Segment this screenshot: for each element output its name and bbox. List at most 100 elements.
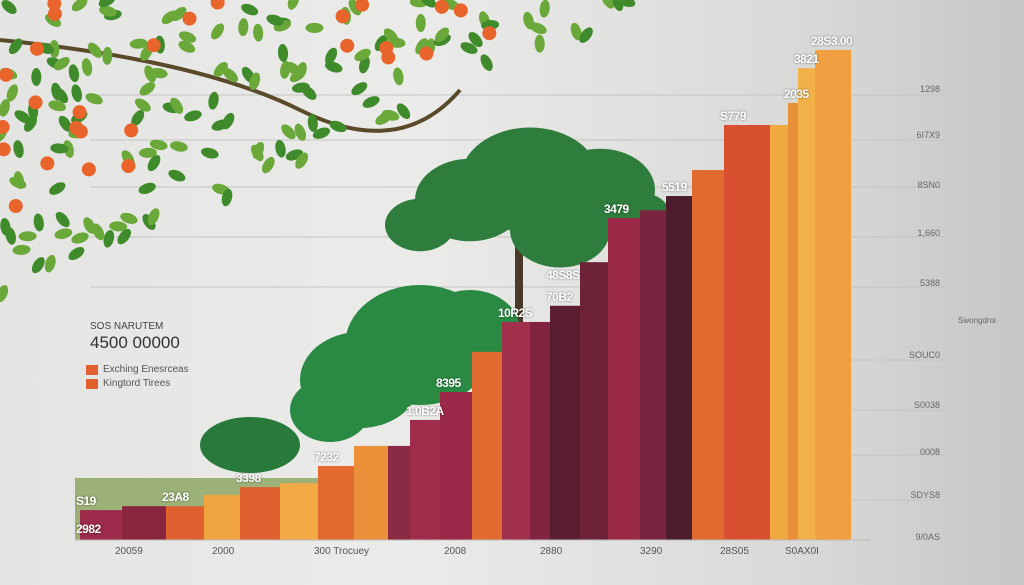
legend-swatch xyxy=(86,364,98,375)
y-tick-label: 9/0AS xyxy=(915,532,940,542)
leaf xyxy=(8,38,23,55)
leaf xyxy=(31,257,45,274)
tree-canopy xyxy=(385,198,455,252)
leaf xyxy=(178,40,196,53)
flower xyxy=(434,0,449,14)
bar xyxy=(815,50,851,540)
bar xyxy=(666,196,692,540)
tree-canopy xyxy=(290,378,370,442)
leaf xyxy=(612,0,624,12)
leaf xyxy=(305,22,324,33)
data-label: S19 xyxy=(76,494,96,509)
leaf xyxy=(325,47,338,65)
flower xyxy=(124,123,139,138)
leaf xyxy=(262,156,275,174)
leaf xyxy=(68,64,80,83)
leaf xyxy=(109,221,128,232)
leaf xyxy=(601,0,615,9)
leaf xyxy=(147,154,161,172)
leaf xyxy=(396,103,411,120)
leaf xyxy=(50,143,69,154)
leaf xyxy=(434,27,450,43)
x-tick-label: 20059 xyxy=(115,546,143,557)
leaf xyxy=(1,0,17,14)
bar xyxy=(640,210,666,541)
data-label: 70B2 xyxy=(546,289,573,304)
leaf xyxy=(31,68,42,87)
legend-swatch xyxy=(86,378,98,389)
flower xyxy=(40,156,55,171)
x-tick-label: S0AX0I xyxy=(785,546,819,557)
leaf xyxy=(44,254,56,273)
y-tick-label: S0038 xyxy=(913,400,940,410)
flower xyxy=(0,142,11,157)
tree-canopy xyxy=(420,290,520,370)
y-tick-label: 6I7X9 xyxy=(916,130,940,140)
data-label: 10R2S xyxy=(498,305,533,320)
bars xyxy=(80,50,851,541)
leaf xyxy=(49,182,66,195)
legend-item: Kingtord Tirees xyxy=(86,378,170,389)
flower xyxy=(47,6,62,21)
leaf xyxy=(48,100,66,112)
leaf xyxy=(420,0,437,8)
leaf xyxy=(14,110,31,124)
leaf xyxy=(13,140,24,158)
flower xyxy=(0,120,10,135)
tree-canopy xyxy=(200,417,300,473)
leaf xyxy=(266,14,284,26)
leaf xyxy=(63,140,74,158)
leaf xyxy=(468,32,483,48)
leaf xyxy=(55,211,70,228)
leaf xyxy=(295,152,309,169)
leaf xyxy=(134,98,151,112)
flower xyxy=(121,158,136,173)
leaf xyxy=(71,232,89,244)
data-label: 2982 xyxy=(76,522,101,537)
leaf xyxy=(85,93,103,105)
legend-label: Exching Enesrceas xyxy=(103,364,189,375)
leaf xyxy=(129,38,148,49)
flower xyxy=(340,38,355,53)
leaf xyxy=(381,109,400,121)
leaf xyxy=(103,229,115,248)
leaf xyxy=(54,87,69,104)
leaf xyxy=(71,84,82,103)
data-label: 8395 xyxy=(436,376,461,391)
data-label: 48S8S xyxy=(546,267,580,282)
bar xyxy=(280,483,318,540)
y-tick-label: 1298 xyxy=(919,84,940,94)
leaf xyxy=(570,22,582,41)
leaf xyxy=(0,99,10,117)
bar xyxy=(580,262,608,540)
y-tick-label: SDYS8 xyxy=(910,490,940,500)
data-label: 28S3.00 xyxy=(811,34,853,48)
leaf xyxy=(480,54,493,71)
x-tick-label: 28S05 xyxy=(720,546,749,557)
leaf xyxy=(117,228,132,245)
flower xyxy=(453,3,468,18)
legend-label: Kingtord Tirees xyxy=(103,378,171,389)
data-label: 3398 xyxy=(236,471,261,486)
leaf xyxy=(277,44,289,62)
leaf xyxy=(147,208,160,226)
leaf xyxy=(287,0,300,10)
x-tick-label: 2880 xyxy=(540,546,563,557)
leaf xyxy=(312,127,331,139)
flowering-branch xyxy=(0,0,636,303)
flower xyxy=(73,124,88,139)
flower xyxy=(72,105,87,120)
leaf xyxy=(213,62,228,78)
bar xyxy=(240,487,280,540)
leaf xyxy=(415,13,426,32)
flower xyxy=(482,26,497,41)
data-label: 23A8 xyxy=(162,490,189,505)
bar xyxy=(788,102,798,541)
leaf xyxy=(275,139,286,158)
data-label: 1.0B2A xyxy=(406,403,444,418)
leaf xyxy=(178,31,197,43)
bar xyxy=(204,494,240,540)
leaf xyxy=(9,176,27,189)
leaf xyxy=(0,284,9,303)
